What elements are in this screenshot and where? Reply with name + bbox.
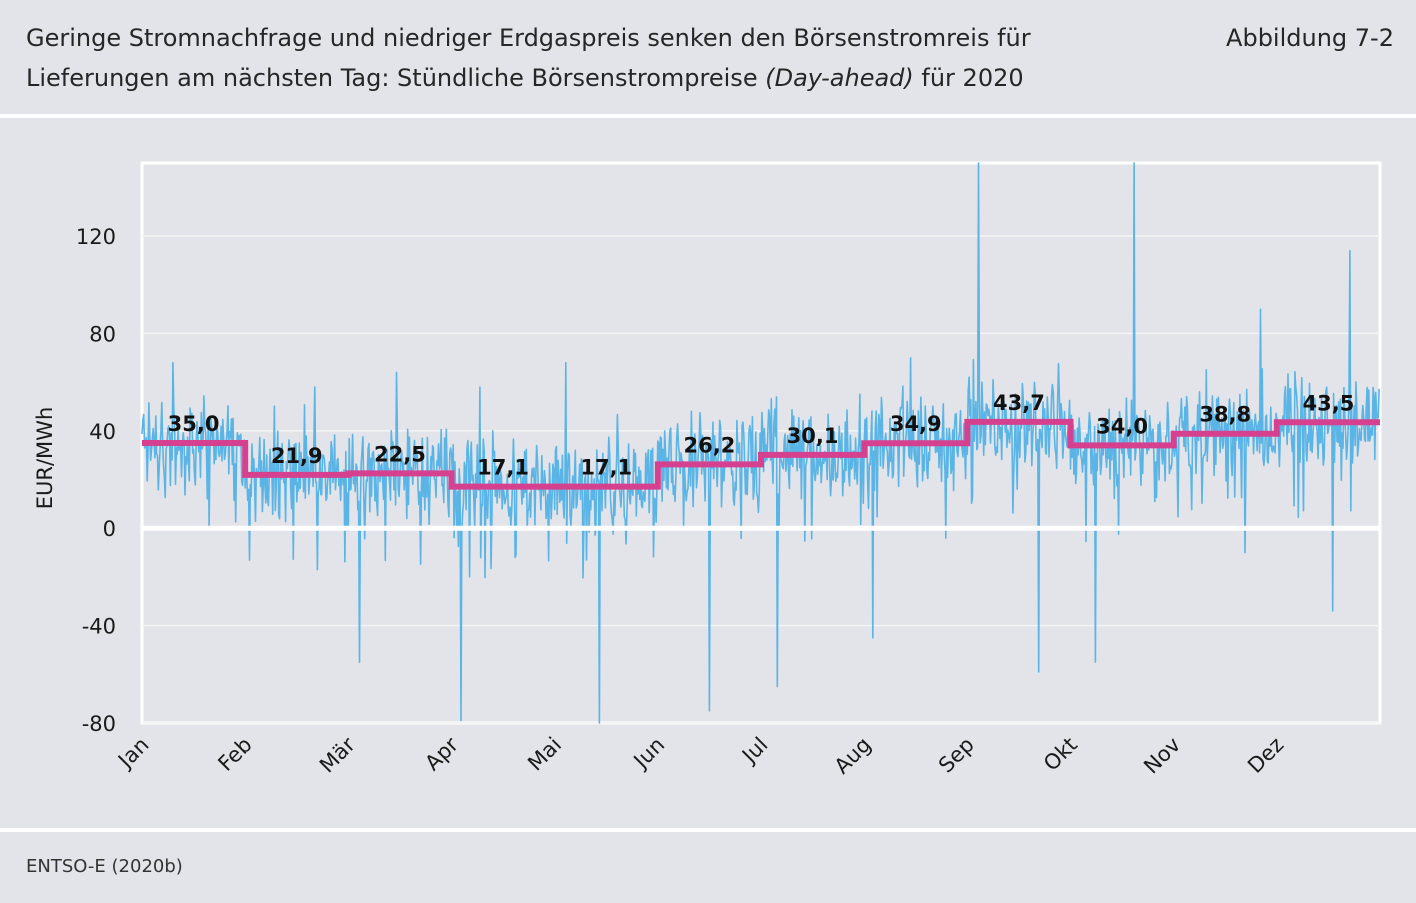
- mean-data-label: 43,5: [1303, 391, 1355, 415]
- mean-data-label: 34,9: [890, 412, 942, 436]
- figure-number: Abbildung 7-2: [1226, 24, 1394, 52]
- x-tick-label: Feb: [213, 733, 256, 776]
- mean-data-label: 26,2: [684, 433, 736, 457]
- mean-data-label: 38,8: [1199, 403, 1251, 427]
- mean-data-label: 21,9: [271, 444, 323, 468]
- mean-data-label: 17,1: [580, 456, 632, 480]
- header-divider: [0, 114, 1416, 118]
- x-tick-label: Apr: [420, 732, 463, 775]
- mean-data-label: 34,0: [1096, 414, 1148, 438]
- mean-data-label: 30,1: [787, 424, 839, 448]
- x-tick-label: Jan: [112, 733, 153, 774]
- mean-data-label: 17,1: [477, 456, 529, 480]
- x-tick-label: Jul: [736, 733, 772, 769]
- x-tick-label: Mär: [315, 732, 360, 777]
- mean-data-label: 43,7: [993, 391, 1045, 415]
- chart-title: Geringe Stromnachfrage und niedriger Erd…: [26, 24, 1031, 92]
- y-tick-label: 80: [89, 322, 116, 346]
- y-tick-label: -40: [82, 615, 116, 639]
- y-axis-ticks: -80 -40 0 40 80 120: [76, 225, 116, 736]
- monthly-mean-step-line: [142, 418, 1380, 490]
- x-tick-label: Nov: [1139, 733, 1185, 779]
- x-tick-label: Aug: [830, 733, 876, 779]
- x-tick-label: Mai: [523, 733, 566, 776]
- y-tick-label: 0: [103, 517, 116, 541]
- y-axis-label: EUR/MWh: [33, 407, 57, 510]
- header: Geringe Stromnachfrage und niedriger Erd…: [0, 0, 1416, 116]
- mean-data-label: 22,5: [374, 442, 426, 466]
- title-italic-term: (Day-ahead): [765, 64, 914, 92]
- x-tick-label: Dez: [1243, 733, 1288, 778]
- x-axis-ticks: Jan Feb Mär Apr Mai Jun Jul Aug Sep Okt Nov Dez: [112, 732, 1288, 778]
- mean-data-labels: 35,0 21,9 22,5 17,1 17,1 26,2 30,1 34,9 43,7 34,0…: [168, 391, 1355, 480]
- y-tick-label: 40: [89, 420, 116, 444]
- y-tick-label: -80: [82, 712, 116, 736]
- x-tick-label: Jun: [628, 733, 670, 775]
- x-tick-label: Okt: [1039, 733, 1082, 776]
- y-tick-label: 120: [76, 225, 116, 249]
- footer-divider: [0, 828, 1416, 832]
- mean-data-label: 35,0: [168, 412, 220, 436]
- gridlines: [142, 235, 1380, 724]
- source-note: ENTSO-E (2020b): [26, 856, 183, 877]
- monthly-mean-series: [142, 418, 1380, 490]
- x-tick-label: Sep: [934, 733, 979, 778]
